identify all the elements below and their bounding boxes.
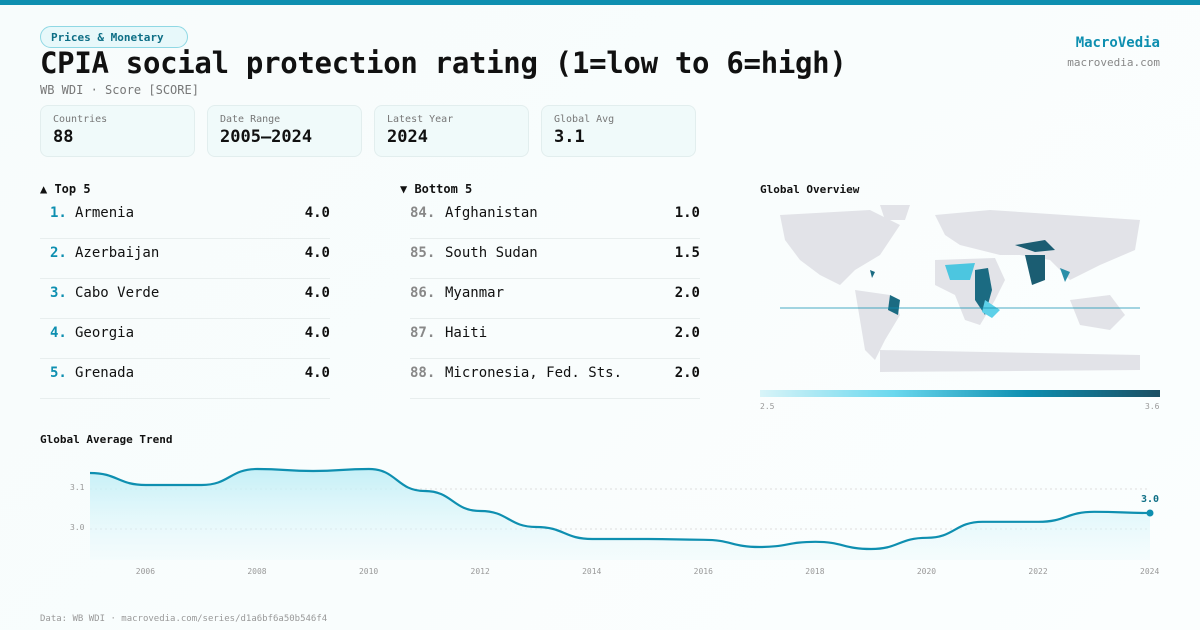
- ranking-row[interactable]: 5. Grenada 4.0: [40, 359, 330, 399]
- x-tick-label: 2020: [916, 567, 937, 576]
- stat-label: Global Avg: [554, 114, 615, 125]
- x-tick-label: 2010: [358, 567, 379, 576]
- bottom5-title: ▼ Bottom 5: [400, 182, 473, 196]
- page-title: CPIA social protection rating (1=low to …: [40, 46, 847, 80]
- x-tick-label: 2022: [1028, 567, 1048, 576]
- ranking-row[interactable]: 85. South Sudan 1.5: [410, 239, 700, 279]
- map-color-legend: [760, 390, 1160, 397]
- country-name: Georgia: [75, 325, 135, 341]
- top-accent-bar: [0, 0, 1200, 5]
- country-name: South Sudan: [445, 245, 538, 261]
- trend-line: [89, 467, 1151, 551]
- ranking-row[interactable]: 87. Haiti 2.0: [410, 319, 700, 359]
- top5-title: ▲ Top 5: [40, 182, 91, 196]
- x-tick-label: 2008: [247, 567, 267, 576]
- y-tick-label: 3.1: [70, 483, 85, 492]
- brand-name[interactable]: MacroVedia: [1075, 35, 1160, 51]
- x-tick-label: 2012: [470, 567, 490, 576]
- x-tick-label: 2018: [805, 567, 825, 576]
- end-point[interactable]: [1146, 509, 1154, 517]
- stat-label: Latest Year: [387, 114, 454, 125]
- stat-card-date-range: Date Range 2005–2024: [207, 105, 362, 157]
- rank: 88.: [410, 365, 436, 381]
- legend-max: 3.6: [1145, 402, 1160, 411]
- rank: 85.: [410, 245, 436, 261]
- country-name: Armenia: [75, 205, 135, 221]
- stat-value: 2005–2024: [220, 127, 313, 147]
- country-name: Haiti: [445, 325, 488, 341]
- world-map[interactable]: [760, 200, 1160, 380]
- legend-min: 2.5: [760, 402, 775, 411]
- ranking-row[interactable]: 4. Georgia 4.0: [40, 319, 330, 359]
- end-value-label: 3.0: [1141, 494, 1160, 505]
- score: 2.0: [674, 365, 700, 381]
- ranking-row[interactable]: 3. Cabo Verde 4.0: [40, 279, 330, 319]
- ranking-row[interactable]: 84. Afghanistan 1.0: [410, 199, 700, 239]
- stat-label: Date Range: [220, 114, 281, 125]
- rank: 1.: [50, 205, 67, 221]
- rank: 84.: [410, 205, 436, 221]
- x-tick-label: 2006: [135, 567, 156, 576]
- stat-value: 2024: [387, 127, 428, 147]
- rank: 3.: [50, 285, 67, 301]
- map-colored-countries: [870, 240, 1070, 318]
- chart-title: Global Average Trend: [40, 433, 173, 446]
- stat-label: Countries: [53, 114, 108, 125]
- y-tick-label: 3.0: [70, 523, 85, 532]
- country-name: Cabo Verde: [75, 285, 160, 301]
- map-title: Global Overview: [760, 183, 860, 196]
- ranking-row[interactable]: 2. Azerbaijan 4.0: [40, 239, 330, 279]
- ranking-row[interactable]: 86. Myanmar 2.0: [410, 279, 700, 319]
- score: 4.0: [304, 365, 330, 381]
- footer-source: Data: WB WDI · macrovedia.com/series/d1a…: [40, 614, 328, 624]
- country-name: Micronesia, Fed. Sts.: [445, 365, 623, 381]
- score: 4.0: [304, 205, 330, 221]
- score: 4.0: [304, 285, 330, 301]
- country-name: Azerbaijan: [75, 245, 160, 261]
- score: 2.0: [674, 285, 700, 301]
- stat-value: 3.1: [554, 127, 585, 147]
- country-name: Grenada: [75, 365, 135, 381]
- rank: 86.: [410, 285, 436, 301]
- score: 1.5: [674, 245, 700, 261]
- rank: 5.: [50, 365, 67, 381]
- ranking-row[interactable]: 1. Armenia 4.0: [40, 199, 330, 239]
- x-tick-label: 2016: [693, 567, 713, 576]
- score: 2.0: [674, 325, 700, 341]
- rank: 4.: [50, 325, 67, 341]
- score: 4.0: [304, 245, 330, 261]
- subtitle: WB WDI · Score [SCORE]: [40, 83, 199, 97]
- trend-area: [90, 469, 1150, 560]
- brand-url[interactable]: macrovedia.com: [1067, 56, 1160, 69]
- score: 4.0: [304, 325, 330, 341]
- x-tick-label: 2014: [582, 567, 602, 576]
- stat-card-latest-year: Latest Year 2024: [374, 105, 529, 157]
- rank: 2.: [50, 245, 67, 261]
- ranking-row[interactable]: 88. Micronesia, Fed. Sts. 2.0: [410, 359, 700, 399]
- stat-card-countries: Countries 88: [40, 105, 195, 157]
- score: 1.0: [674, 205, 700, 221]
- rank: 87.: [410, 325, 436, 341]
- stat-value: 88: [53, 127, 74, 147]
- stat-card-global-avg: Global Avg 3.1: [541, 105, 696, 157]
- x-tick-label: 2024: [1140, 567, 1160, 576]
- category-badge[interactable]: Prices & Monetary: [40, 26, 188, 48]
- country-name: Afghanistan: [445, 205, 538, 221]
- country-name: Myanmar: [445, 285, 505, 301]
